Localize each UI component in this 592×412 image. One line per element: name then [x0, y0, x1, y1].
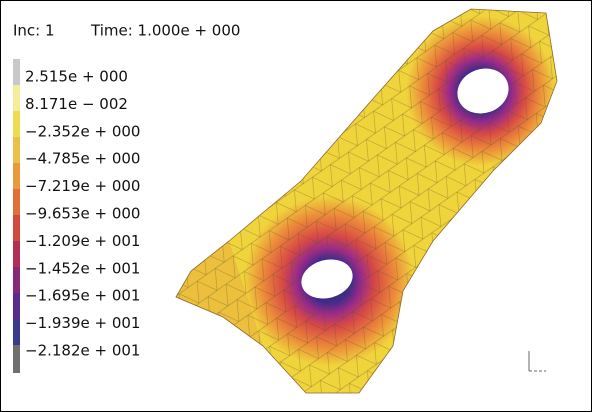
- legend-labels: 2.515e + 000 8.171e − 002 −2.352e + 000 −4.…: [25, 68, 140, 360]
- legend-label: 8.171e − 002: [25, 95, 128, 113]
- legend-label: −2.182e + 001: [25, 342, 140, 360]
- increment-label: Inc: 1: [13, 22, 55, 40]
- legend-label: 2.515e + 000: [25, 68, 128, 86]
- legend-label: −1.452e + 001: [25, 259, 140, 277]
- legend-label: −4.785e + 000: [25, 150, 140, 168]
- legend-label: −9.653e + 000: [25, 205, 140, 223]
- legend-label: −1.209e + 001: [25, 232, 140, 250]
- legend-bar: [13, 59, 20, 373]
- legend-label: −1.939e + 001: [25, 314, 140, 332]
- time-label: Time: 1.000e + 000: [90, 22, 240, 40]
- legend-label: −2.352e + 000: [25, 122, 140, 140]
- legend-label: −1.695e + 001: [25, 287, 140, 305]
- axis-triad: [528, 351, 546, 372]
- legend-label: −7.219e + 000: [25, 177, 140, 195]
- mesh-model: [175, 8, 558, 394]
